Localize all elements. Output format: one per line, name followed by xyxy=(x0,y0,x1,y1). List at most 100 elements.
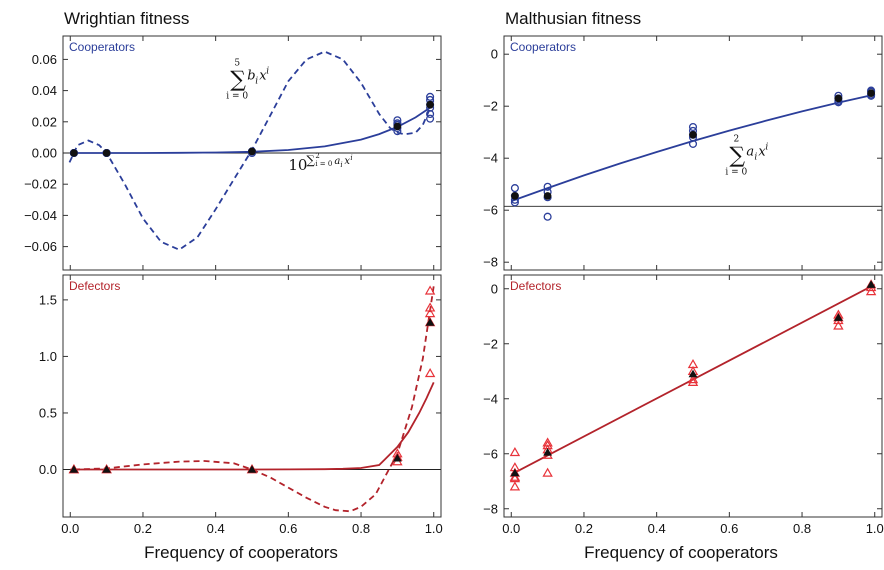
y-tick-label: 0 xyxy=(491,47,498,62)
y-tick-label: −6 xyxy=(483,203,498,218)
replicate-point xyxy=(543,212,552,221)
exp-coefficient: a xyxy=(334,156,340,167)
sum-coefficient: a xyxy=(746,145,754,160)
x-tick-label: 1.0 xyxy=(866,521,884,536)
replicate-point xyxy=(424,308,436,318)
mean-point xyxy=(102,465,112,473)
mean-point xyxy=(426,100,434,109)
mean-point xyxy=(102,149,111,157)
mean-point xyxy=(833,313,843,321)
sum-subscript: i xyxy=(255,77,258,87)
mean-point xyxy=(834,94,843,103)
plot-area xyxy=(509,279,877,491)
panel-label: Cooperators xyxy=(69,40,135,54)
replicate-point xyxy=(426,92,435,101)
x-tick-label: 0.0 xyxy=(61,521,79,536)
y-tick-label: −0.04 xyxy=(24,208,57,223)
replicate-point xyxy=(688,122,698,132)
replicate-point xyxy=(424,367,436,378)
sum-sign: ∑ xyxy=(729,144,745,169)
replicate-point xyxy=(510,184,519,193)
mean-point xyxy=(543,447,553,456)
mean-point xyxy=(689,131,697,139)
exp-sum-sign: ∑ xyxy=(306,153,315,167)
x-tick-label: 0.0 xyxy=(502,521,520,536)
panel-label: Defectors xyxy=(69,279,120,293)
wrightian-x-axis-label: Frequency of cooperators xyxy=(144,543,338,562)
replicate-point xyxy=(426,109,435,119)
plot-area xyxy=(504,86,882,221)
panel-wright-def: 0.0 0.5 1.0 1.5 0.0 0.2 0.4 0.6 0.8 1.0 Defectors xyxy=(39,274,443,536)
plot-frame xyxy=(503,35,883,271)
replicate-point xyxy=(688,139,698,148)
x-tick-label: 0.4 xyxy=(207,521,225,536)
x-tick-label: 0.8 xyxy=(793,521,811,536)
mean-point xyxy=(867,89,875,97)
mean-point xyxy=(248,147,256,156)
replicate-point xyxy=(424,285,436,295)
y-tick-label: 0 xyxy=(491,281,498,296)
replicate-point xyxy=(542,467,553,477)
replicate-point xyxy=(424,302,436,312)
mean-point xyxy=(70,149,78,157)
sum-sign: ∑ xyxy=(230,68,246,93)
annotation-formula: 2∑i = 0a i x i xyxy=(725,135,768,178)
exp-exponent: i xyxy=(350,154,352,162)
exp-base: 10 xyxy=(288,156,307,174)
mean-point xyxy=(510,468,520,477)
fit-curve-solid xyxy=(510,283,876,476)
x-tick-label: 0.2 xyxy=(134,521,152,536)
y-tick-label: 1.0 xyxy=(39,349,57,364)
sum-upper-limit: 2 xyxy=(733,135,739,145)
sum-coefficient: b xyxy=(247,69,255,84)
plot-frame xyxy=(62,274,442,518)
mean-point xyxy=(392,453,402,462)
panel-malthus-def: −8 −6 −4 −2 0 0.0 0.2 0.4 0.6 0.8 1.0 Defectors xyxy=(483,274,884,536)
exp-upper-limit: 2 xyxy=(315,152,319,160)
y-tick-label: −4 xyxy=(483,151,498,166)
replicate-point xyxy=(687,374,699,384)
y-tick-label: −2 xyxy=(483,99,498,114)
malthusian-title: Malthusian fitness xyxy=(505,9,641,28)
panel-label: Defectors xyxy=(510,279,561,293)
replicate-point xyxy=(687,376,699,386)
y-tick-label: −0.06 xyxy=(24,239,57,254)
mean-point xyxy=(247,465,257,473)
x-tick-label: 0.6 xyxy=(279,521,297,536)
malthusian-x-axis-label: Frequency of cooperators xyxy=(584,543,778,562)
mean-point xyxy=(425,318,435,326)
exp-variable: x xyxy=(344,156,350,167)
y-tick-label: −4 xyxy=(483,391,498,406)
replicate-point xyxy=(509,471,521,481)
y-tick-label: 0.0 xyxy=(39,462,57,477)
x-tick-label: 1.0 xyxy=(425,521,443,536)
y-tick-label: 0.00 xyxy=(32,146,57,161)
y-tick-label: −6 xyxy=(483,446,498,461)
x-tick-label: 0.4 xyxy=(648,521,666,536)
sum-subscript: i xyxy=(754,153,757,163)
panel-label: Cooperators xyxy=(510,40,576,54)
x-tick-label: 0.6 xyxy=(720,521,738,536)
mean-point xyxy=(69,465,79,473)
plot-frame xyxy=(503,274,883,518)
y-tick-label: 0.06 xyxy=(32,52,57,67)
replicate-point xyxy=(509,446,521,457)
sum-lower-limit: i = 0 xyxy=(226,92,248,102)
replicate-point xyxy=(865,286,877,296)
y-tick-label: −2 xyxy=(483,336,498,351)
replicate-point xyxy=(833,320,844,330)
sum-upper-limit: 5 xyxy=(234,59,240,69)
mean-point xyxy=(866,280,876,288)
panels: −0.06−0.04−0.020.000.020.040.06Cooperato… xyxy=(24,35,884,536)
sum-lower-limit: i = 0 xyxy=(725,168,747,178)
sum-variable: x xyxy=(259,69,267,84)
mean-point xyxy=(688,369,698,378)
y-tick-label: 0.5 xyxy=(39,405,57,420)
panel-wright-coop: −0.06 −0.04 −0.02 0.00 0.02 0.04 0.06 Cooperato… xyxy=(24,35,442,271)
y-tick-label: 0.04 xyxy=(32,83,57,98)
mean-point xyxy=(511,192,519,200)
sum-variable: x xyxy=(758,145,766,160)
fit-curve-dashed xyxy=(68,50,435,251)
